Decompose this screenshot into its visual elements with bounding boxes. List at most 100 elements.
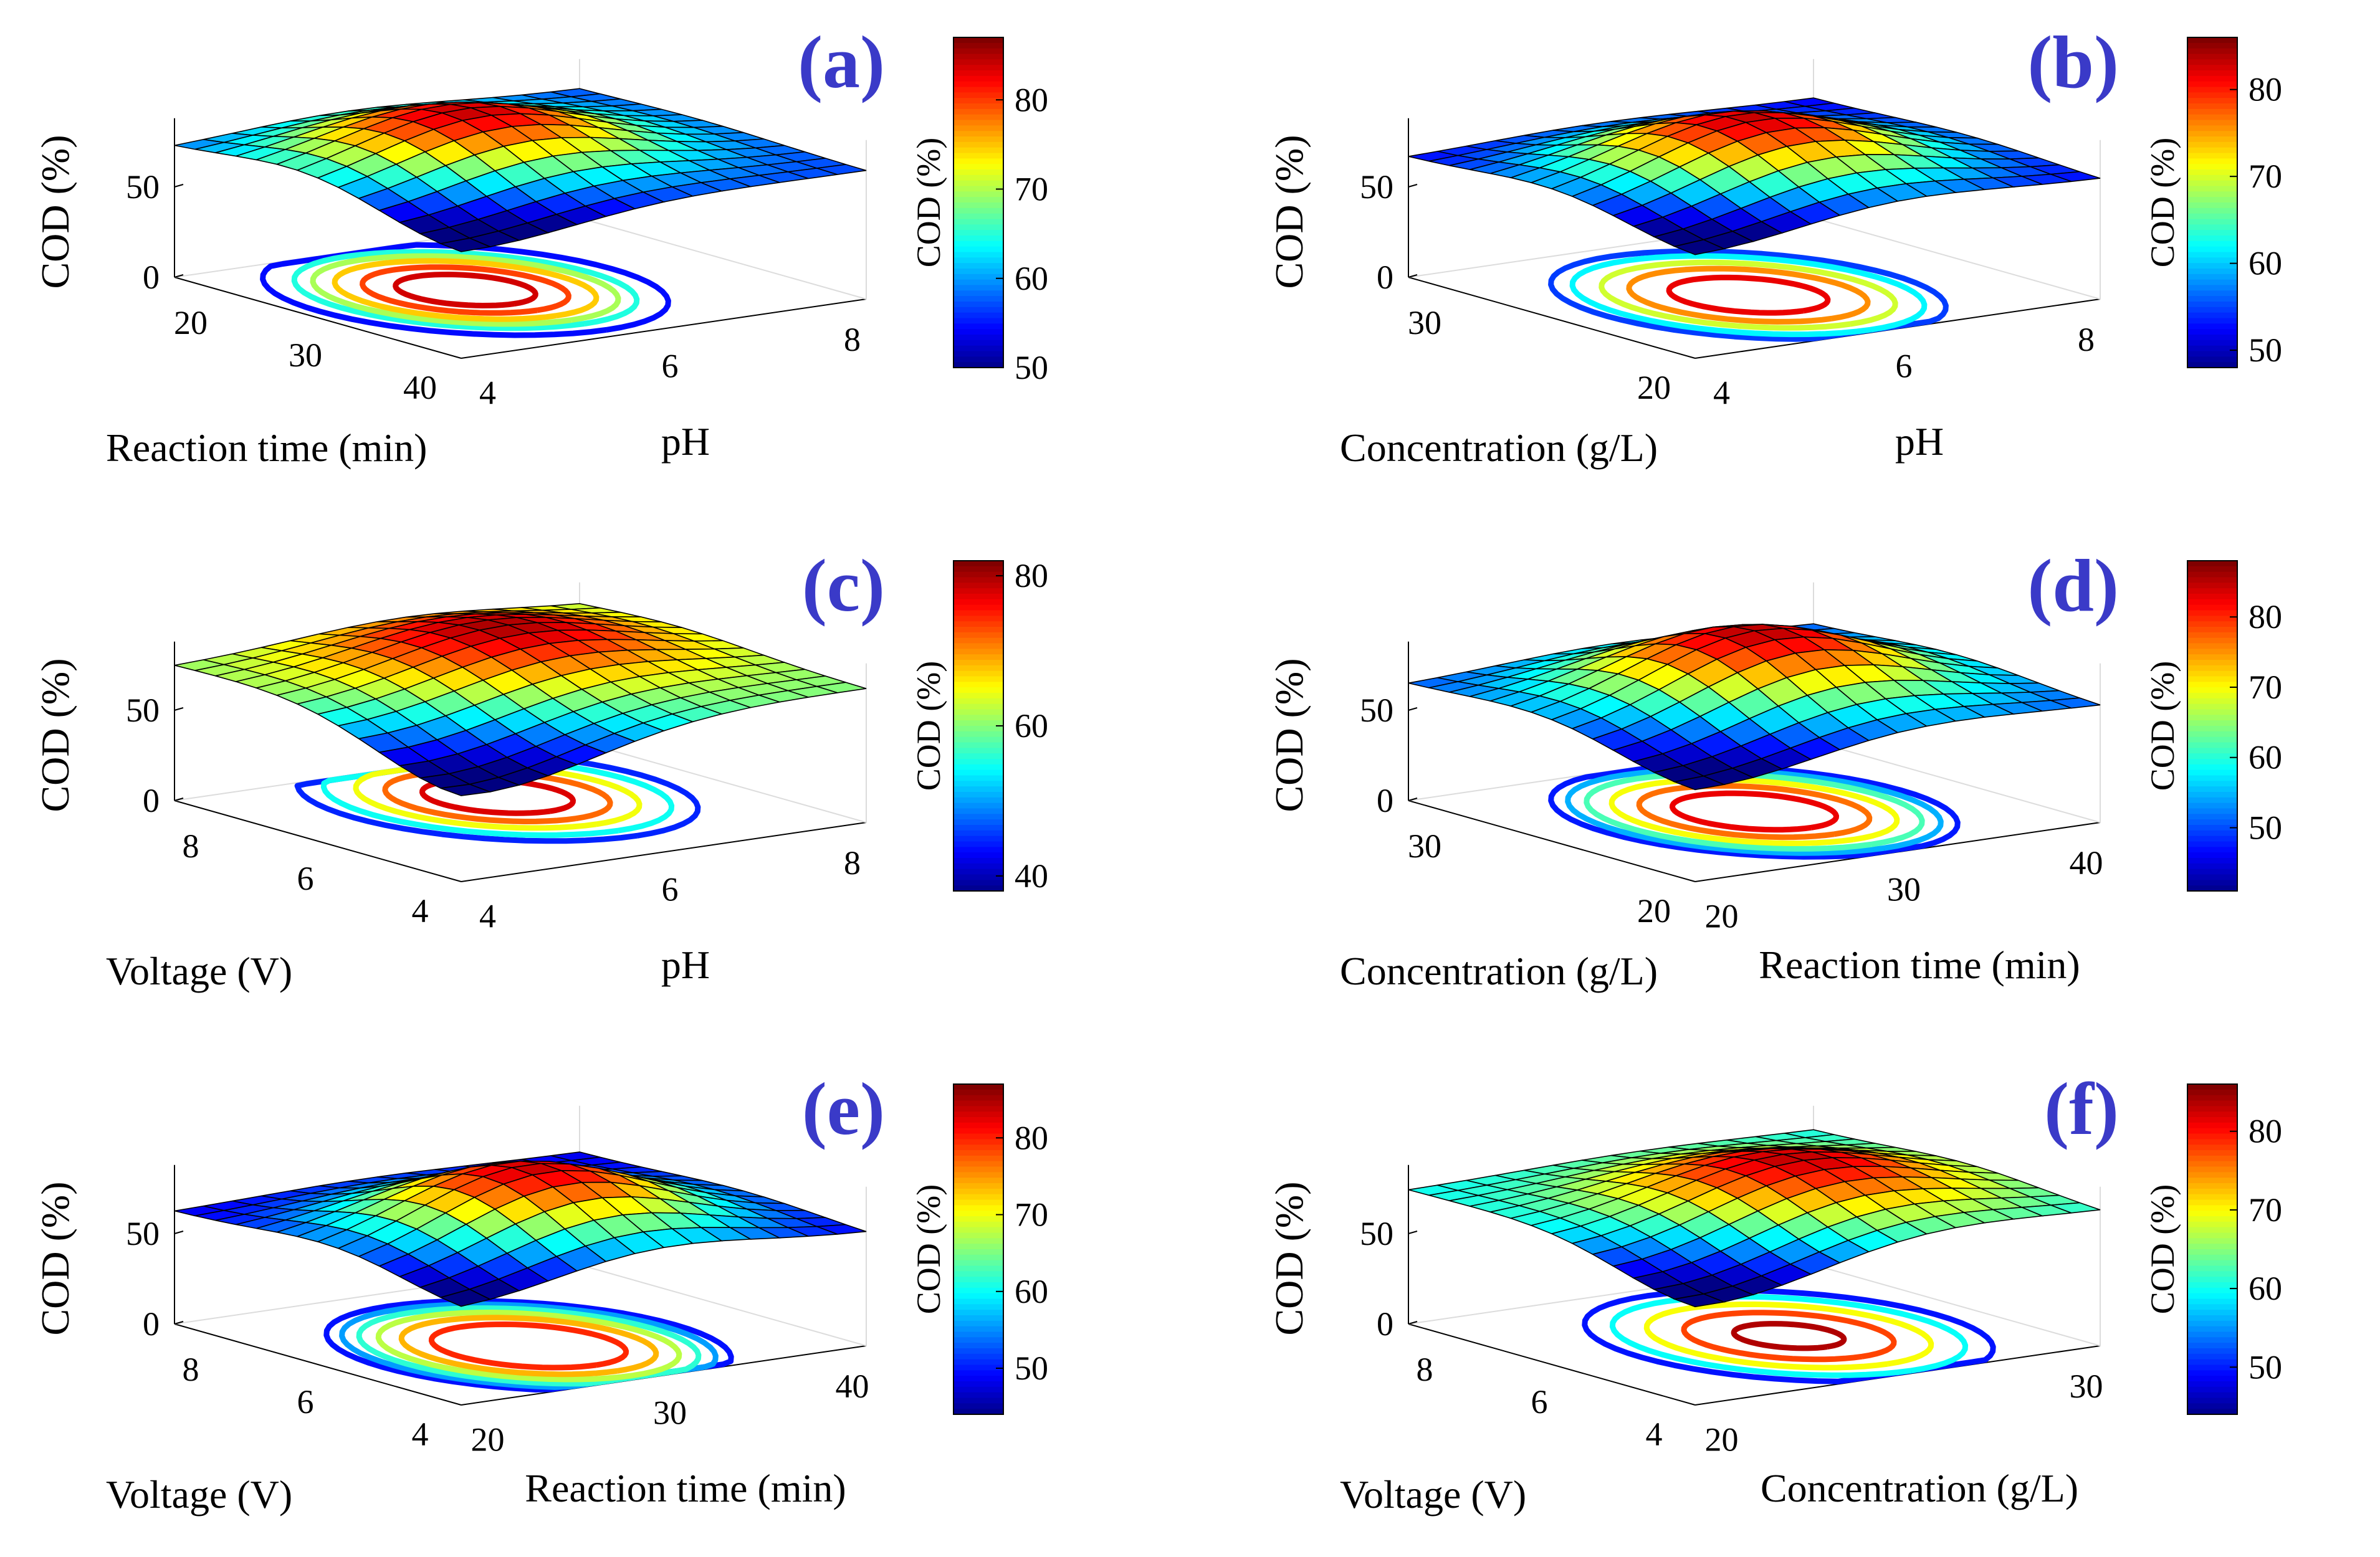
colorbar-segment	[953, 340, 1003, 346]
colorbar-segment	[2187, 230, 2237, 236]
colorbar-segment	[2187, 219, 2237, 226]
colorbar-segment	[2187, 108, 2237, 115]
colorbar-segment	[953, 610, 1003, 617]
colorbar-segment	[953, 131, 1003, 137]
colorbar-segment	[2187, 703, 2237, 710]
surface-patch	[1673, 775, 1726, 791]
response-surface	[174, 602, 867, 796]
surface-patch	[439, 1288, 492, 1307]
colorbar-segment	[2187, 318, 2237, 325]
colorbar-segment	[953, 825, 1003, 831]
colorbar-segment	[2187, 1145, 2237, 1151]
colorbar-segment	[953, 637, 1003, 644]
contour-line-62	[1584, 771, 1925, 852]
z-tick-label: 50	[126, 168, 160, 206]
z-tick	[174, 274, 184, 278]
colorbar-segment	[2187, 621, 2237, 627]
colorbar-segment	[953, 649, 1003, 655]
colorbar-segment	[2187, 880, 2237, 887]
colorbar-segment	[2187, 808, 2237, 815]
x-axis-line	[174, 277, 462, 359]
colorbar-segment	[953, 191, 1003, 198]
colorbar-segment	[953, 753, 1003, 759]
colorbar-segment	[2187, 1139, 2237, 1146]
colorbar-segment	[2187, 125, 2237, 132]
colorbar-segment	[953, 290, 1003, 297]
contour-line-60	[1609, 1293, 1969, 1378]
colorbar-segment	[953, 1348, 1003, 1355]
y-tick-label: 4	[479, 897, 496, 935]
colorbar-segment	[953, 269, 1003, 275]
x-tick-label: 20	[174, 304, 208, 341]
colorbar-segment	[2187, 1271, 2237, 1278]
colorbar-segment	[2187, 37, 2237, 44]
floor-edge	[1813, 1264, 2101, 1346]
colorbar-segment	[2187, 246, 2237, 253]
colorbar-segment	[953, 1386, 1003, 1393]
colorbar-segment	[953, 1249, 1003, 1255]
colorbar-segment	[2187, 191, 2237, 198]
colorbar-segment	[953, 1331, 1003, 1338]
colorbar-segment	[2187, 1265, 2237, 1272]
colorbar-segment	[2187, 693, 2237, 699]
colorbar-segment	[2187, 356, 2237, 363]
colorbar-tick-label: 70	[1015, 171, 1048, 208]
colorbar-tick-label: 70	[2249, 669, 2282, 706]
colorbar-segment	[2187, 279, 2237, 286]
colorbar-segment	[2187, 174, 2237, 181]
y-axis-label: pH	[661, 419, 710, 464]
colorbar-segment	[2187, 665, 2237, 672]
contour-line-65	[291, 249, 640, 331]
colorbar-segment	[2187, 1320, 2237, 1327]
surface-patch	[1673, 239, 1726, 255]
colorbar-segment	[953, 285, 1003, 292]
floor-edge	[579, 1264, 867, 1346]
x-tick-label: 8	[183, 827, 199, 865]
colorbar-segment	[2187, 654, 2237, 660]
colorbar-segment	[2187, 588, 2237, 594]
contour-line-48	[1548, 763, 1961, 860]
z-axis-label: COD (%)	[33, 135, 77, 288]
y-tick-label: 30	[2070, 1368, 2103, 1405]
colorbar-segment	[953, 726, 1003, 732]
colorbar-segment	[2187, 92, 2237, 99]
colorbar-segment	[953, 75, 1003, 82]
colorbar-segment	[2187, 1161, 2237, 1168]
colorbar-segment	[2187, 599, 2237, 606]
colorbar-segment	[953, 87, 1003, 93]
colorbar-tick-label: 80	[2249, 71, 2282, 108]
panel-a: 0 50 20 30 40 4 6 8 Reaction time (min) pH COD (%)…	[33, 21, 1048, 470]
colorbar-segment	[953, 1128, 1003, 1135]
colorbar-segment	[953, 1089, 1003, 1096]
z-tick	[1408, 274, 1418, 278]
colorbar-segment	[953, 1172, 1003, 1179]
colorbar-segment	[953, 709, 1003, 716]
z-axis-label: COD (%)	[33, 658, 77, 812]
colorbar-segment	[2187, 1392, 2237, 1399]
colorbar-segment	[953, 654, 1003, 660]
colorbar-segment	[953, 616, 1003, 622]
z-axis-label: COD (%)	[1267, 1181, 1311, 1335]
contour-line-80	[428, 1321, 629, 1371]
colorbar-segment	[2187, 802, 2237, 809]
colorbar-segment	[953, 186, 1003, 193]
colorbar-segment	[2187, 1166, 2237, 1173]
floor-edge	[579, 741, 867, 823]
colorbar-segment	[953, 1376, 1003, 1382]
colorbar-segment	[953, 1392, 1003, 1399]
colorbar-segment	[2187, 141, 2237, 148]
colorbar-segment	[2187, 720, 2237, 726]
colorbar-segment	[2187, 186, 2237, 193]
colorbar-tick-label: 70	[1015, 1196, 1048, 1234]
colorbar-segment	[953, 158, 1003, 165]
colorbar-segment	[2187, 1381, 2237, 1388]
colorbar-segment	[2187, 1117, 2237, 1123]
panel-label: (f)	[2044, 1067, 2119, 1150]
colorbar-segment	[2187, 1254, 2237, 1261]
colorbar-segment	[953, 604, 1003, 611]
colorbar-segment	[2187, 48, 2237, 55]
y-tick-label: 20	[1705, 1421, 1739, 1458]
colorbar-segment	[953, 329, 1003, 335]
colorbar-segment	[953, 703, 1003, 710]
colorbar-segment	[953, 621, 1003, 627]
